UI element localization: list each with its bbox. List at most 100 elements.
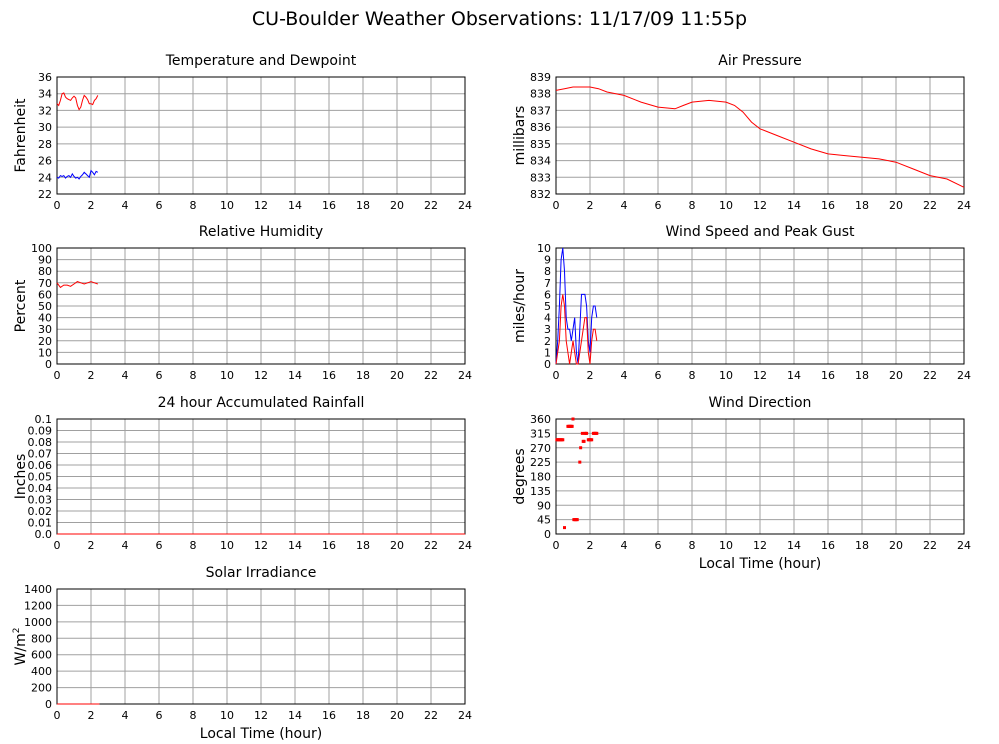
x-tick-label: 22 bbox=[923, 199, 937, 212]
x-tick-label: 2 bbox=[587, 539, 594, 552]
x-tick-label: 2 bbox=[587, 369, 594, 382]
y-tick-label: 4 bbox=[544, 312, 551, 325]
series-line bbox=[56, 92, 99, 111]
chart-title: Temperature and Dewpoint bbox=[165, 53, 357, 69]
y-tick-label: 600 bbox=[31, 649, 52, 662]
plot-frame bbox=[56, 588, 466, 705]
y-axis-label-text: Fahrenheit bbox=[13, 98, 29, 173]
x-tick-label: 18 bbox=[356, 709, 370, 722]
x-tick-label: 20 bbox=[889, 539, 903, 552]
y-tick-label: 34 bbox=[38, 88, 52, 101]
data-point bbox=[595, 431, 599, 435]
x-tick-label: 10 bbox=[220, 369, 234, 382]
x-tick-label: 10 bbox=[719, 369, 733, 382]
y-tick-label: 22 bbox=[38, 188, 52, 201]
series-line bbox=[56, 281, 98, 289]
x-tick-label: 24 bbox=[458, 199, 472, 212]
x-tick-label: 0 bbox=[553, 369, 560, 382]
data-point bbox=[561, 438, 565, 442]
series-line bbox=[555, 247, 598, 365]
x-tick-label: 10 bbox=[220, 199, 234, 212]
x-tick-label: 16 bbox=[821, 369, 835, 382]
x-tick-label: 18 bbox=[356, 539, 370, 552]
y-axis-label-text: W/m bbox=[13, 633, 29, 665]
y-axis-label: Percent bbox=[13, 279, 29, 332]
y-tick-label: 1200 bbox=[24, 599, 52, 612]
chart-title: Air Pressure bbox=[718, 53, 801, 69]
x-tick-label: 2 bbox=[88, 369, 95, 382]
y-axis-label: degrees bbox=[512, 448, 528, 504]
x-tick-label: 20 bbox=[889, 369, 903, 382]
x-tick-label: 8 bbox=[689, 539, 696, 552]
y-tick-label: 24 bbox=[38, 171, 52, 184]
y-tick-label: 833 bbox=[530, 171, 551, 184]
y-tick-label: 315 bbox=[530, 427, 551, 440]
x-tick-label: 18 bbox=[855, 199, 869, 212]
chart-title: 24 hour Accumulated Rainfall bbox=[158, 395, 365, 411]
y-tick-label: 400 bbox=[31, 665, 52, 678]
data-point bbox=[585, 431, 589, 435]
x-tick-label: 12 bbox=[254, 199, 268, 212]
x-tick-label: 22 bbox=[923, 539, 937, 552]
y-tick-label: 837 bbox=[530, 104, 551, 117]
y-tick-label: 360 bbox=[530, 413, 551, 426]
y-tick-label: 3 bbox=[544, 323, 551, 336]
y-tick-label: 30 bbox=[38, 121, 52, 134]
y-tick-label: 0.1 bbox=[35, 413, 53, 426]
data-point bbox=[570, 424, 574, 428]
y-tick-label: 0.0 bbox=[35, 528, 53, 541]
x-tick-label: 6 bbox=[655, 539, 662, 552]
x-tick-label: 18 bbox=[855, 369, 869, 382]
x-tick-label: 16 bbox=[322, 709, 336, 722]
plot-frame bbox=[555, 418, 965, 535]
y-tick-label: 8 bbox=[544, 265, 551, 278]
x-tick-label: 0 bbox=[553, 539, 560, 552]
x-tick-label: 24 bbox=[957, 369, 971, 382]
x-tick-label: 22 bbox=[923, 369, 937, 382]
x-tick-label: 6 bbox=[156, 709, 163, 722]
x-tick-label: 24 bbox=[458, 539, 472, 552]
y-tick-label: 26 bbox=[38, 155, 52, 168]
x-tick-label: 14 bbox=[288, 369, 302, 382]
x-tick-label: 14 bbox=[787, 369, 801, 382]
x-tick-label: 6 bbox=[655, 369, 662, 382]
y-tick-label: 0 bbox=[45, 698, 52, 711]
y-tick-label: 50 bbox=[38, 300, 52, 313]
x-tick-label: 12 bbox=[753, 199, 767, 212]
y-axis-label: Fahrenheit bbox=[13, 98, 29, 173]
y-tick-label: 90 bbox=[38, 254, 52, 267]
x-tick-label: 24 bbox=[458, 709, 472, 722]
x-tick-label: 0 bbox=[54, 539, 61, 552]
x-tick-label: 8 bbox=[190, 709, 197, 722]
x-tick-label: 18 bbox=[855, 539, 869, 552]
y-tick-label: 70 bbox=[38, 277, 52, 290]
x-tick-label: 2 bbox=[587, 199, 594, 212]
y-tick-label: 0.06 bbox=[28, 459, 53, 472]
y-tick-label: 835 bbox=[530, 138, 551, 151]
x-tick-label: 12 bbox=[753, 539, 767, 552]
x-tick-label: 24 bbox=[957, 199, 971, 212]
data-point bbox=[580, 431, 584, 435]
x-tick-label: 22 bbox=[424, 369, 438, 382]
plot-frame bbox=[56, 247, 466, 365]
x-tick-label: 14 bbox=[288, 199, 302, 212]
x-tick-label: 24 bbox=[957, 539, 971, 552]
chart-title: Relative Humidity bbox=[199, 224, 323, 240]
y-axis-label-superscript: 2 bbox=[12, 628, 22, 634]
data-point bbox=[578, 460, 582, 464]
chart-title: Wind Speed and Peak Gust bbox=[666, 224, 855, 240]
x-tick-label: 24 bbox=[458, 369, 472, 382]
data-point bbox=[563, 526, 566, 530]
y-tick-label: 200 bbox=[31, 682, 52, 695]
x-tick-label: 6 bbox=[655, 199, 662, 212]
y-tick-label: 0.09 bbox=[28, 425, 53, 438]
y-axis-label-text: miles/hour bbox=[512, 269, 528, 343]
y-axis-label: miles/hour bbox=[512, 269, 528, 343]
